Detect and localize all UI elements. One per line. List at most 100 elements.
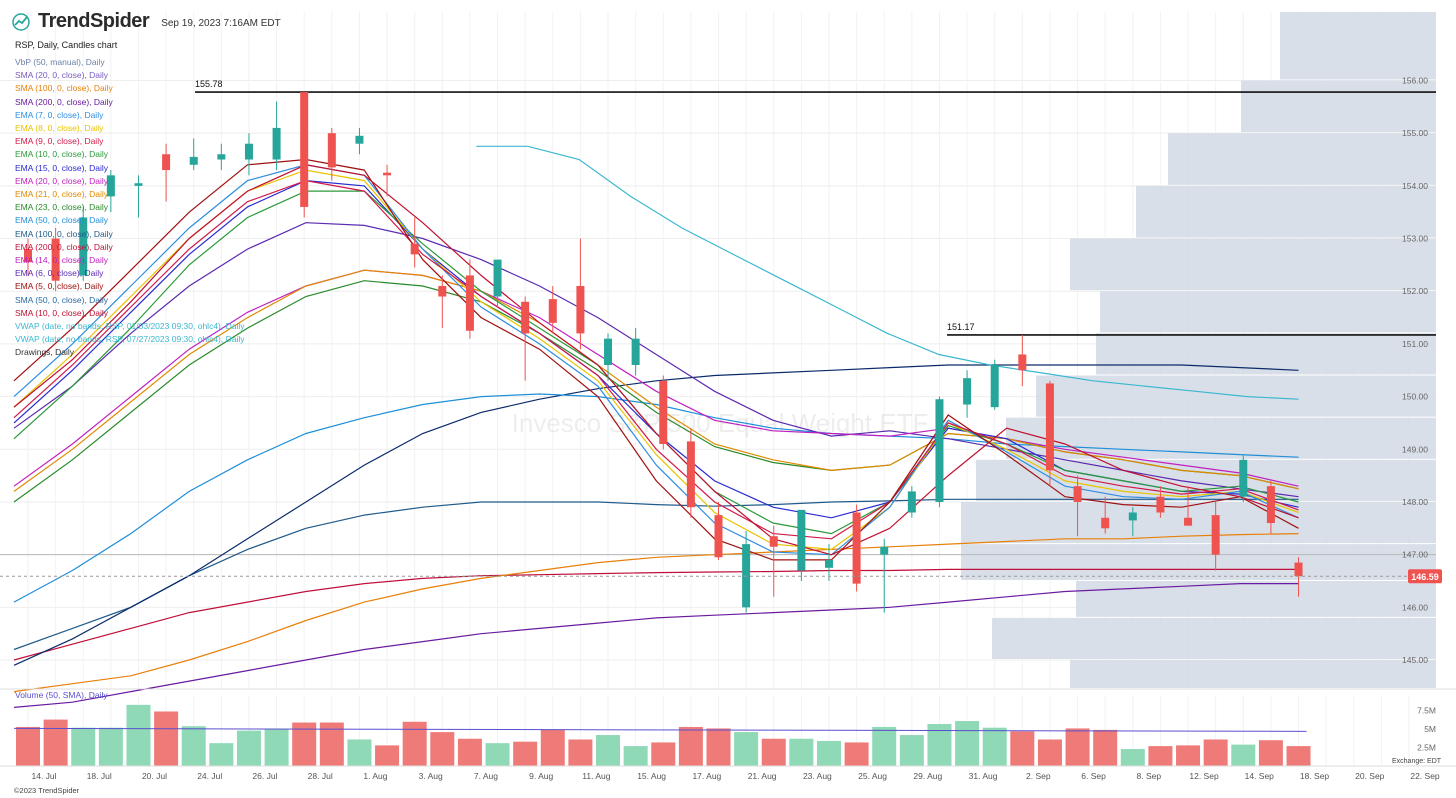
legend-item[interactable]: Drawings, Daily [15,347,75,358]
price-axis-tick: 148.00 [1402,497,1428,507]
price-axis-tick: 149.00 [1402,444,1428,454]
chart-header: TrendSpider Sep 19, 2023 7:16AM EDT [12,10,281,33]
price-axis: 145.00 146.00 147.00 148.00 149.00 150.00 151.… [1402,75,1428,665]
legend-item[interactable]: VWAP (date, no bands, RSP, 01/03/2023 09… [15,321,245,332]
volume-bar [430,732,455,766]
volume-bar [181,726,206,766]
legend-item[interactable]: SMA (200, 0, close), Daily [15,96,113,107]
legend-item[interactable]: EMA (9, 0, close), Daily [15,136,104,147]
indicator-line [13,583,1299,708]
legend-item[interactable]: EMA (100, 0, close), Daily [15,228,113,239]
volume-bar [485,743,510,766]
volume-axis-tick: 5M [1424,724,1436,734]
volume-bar [1231,744,1256,766]
legend-item[interactable]: SMA (20, 0, close), Daily [15,70,109,81]
legend-item[interactable]: SMA (50, 0, close), Daily [15,294,109,305]
candle-body [355,135,364,144]
vbp-bar [1136,185,1436,238]
legend-item[interactable]: EMA (21, 0, close), Daily [15,189,109,200]
legend-item[interactable]: EMA (15, 0, close), Daily [15,162,109,173]
price-axis-tick: 145.00 [1402,655,1428,665]
volume-bar [734,732,759,766]
volume-bar [761,738,786,766]
legend-item[interactable]: VWAP (date, no bands, RSP, 07/27/2023 09… [15,334,245,345]
time-axis-tick: 29. Aug [913,771,942,781]
volume-bar [292,722,317,766]
volume-bars [16,704,1311,766]
time-axis-tick: 7. Aug [474,771,498,781]
candle-body [963,378,972,405]
candle-body [1211,515,1220,555]
candle-body [1073,486,1082,502]
time-axis-tick: 20. Sep [1355,771,1385,781]
indicator-line [13,393,1299,603]
price-axis-tick: 156.00 [1402,75,1428,85]
volume-bar [319,722,344,766]
volume-bar [71,727,96,766]
candle-body [272,127,281,160]
legend-item[interactable]: EMA (50, 0, close), Daily [15,215,109,226]
volume-bar [126,704,151,766]
legend-item[interactable]: EMA (5, 0, close), Daily [15,281,104,292]
time-axis-tick: 9. Aug [529,771,553,781]
time-axis-tick: 20. Jul [142,771,167,781]
volume-bar [1120,749,1145,766]
volume-bar [1176,745,1201,766]
volume-bar [1286,746,1311,766]
candle-body [327,133,336,168]
legend-item[interactable]: VbP (50, manual), Daily [15,57,105,67]
indicator-line [13,364,1299,666]
indicator-line [13,222,1299,498]
time-axis-tick: 1. Aug [363,771,387,781]
candle-body [79,217,88,276]
legend-item[interactable]: EMA (23, 0, close), Daily [15,202,109,213]
volume-bar [872,726,897,766]
vbp-bar [1168,133,1436,185]
volume-bar [1037,739,1062,766]
candle-body [824,559,833,568]
time-axis-tick: 14. Sep [1245,771,1275,781]
candles [24,92,1303,613]
candle-body [410,243,419,255]
volume-bar [678,726,703,766]
copyright-footer: ©2023 TrendSpider [14,786,80,795]
candle-body [935,399,944,502]
volume-bar [16,726,40,766]
legend-item[interactable]: EMA (200, 0, close), Daily [15,241,113,252]
candle-body [1294,562,1303,577]
candle-body [383,172,392,176]
indicator-line [476,145,1299,400]
legend-item[interactable]: SMA (10, 0, close), Daily [15,307,109,318]
legend-item[interactable]: EMA (7, 0, close), Daily [15,109,104,120]
volume-bar [982,727,1007,766]
candle-body [1266,486,1275,524]
legend-item[interactable]: EMA (20, 0, close), Daily [15,175,109,186]
indicator-line [13,269,1299,492]
legend-item[interactable]: EMA (10, 0, close), Daily [15,149,109,160]
indicator-line [13,158,1299,561]
volume-bar [844,742,869,766]
time-axis-tick: 18. Jul [87,771,112,781]
legend-item[interactable]: SMA (100, 0, close), Daily [15,83,113,94]
time-axis-tick: 31. Aug [969,771,998,781]
legend-item[interactable]: EMA (6, 0, close), Daily [15,268,104,279]
indicator-line [13,568,1299,661]
time-axis-tick: 24. Jul [197,771,222,781]
legend-item[interactable]: EMA (14, 0, close), Daily [15,255,109,266]
candle-body [51,238,60,281]
indicator-line [13,179,1299,540]
legend-item[interactable]: EMA (8, 0, close), Daily [15,123,104,134]
volume-axis-tick: 2.5M [1417,743,1436,753]
time-axis-tick: 18. Sep [1300,771,1330,781]
volume-bar [402,721,427,766]
candle-body [907,491,916,513]
time-axis-tick: 14. Jul [31,771,56,781]
chart-subtitle: RSP, Daily, Candles chart [15,40,118,50]
volume-bar [1093,729,1118,766]
time-axis-tick: 21. Aug [748,771,777,781]
last-price-tag [1408,569,1442,584]
time-axis-tick: 11. Aug [582,771,610,781]
price-axis-tick: 146.00 [1402,602,1428,612]
candle-body [465,275,474,331]
